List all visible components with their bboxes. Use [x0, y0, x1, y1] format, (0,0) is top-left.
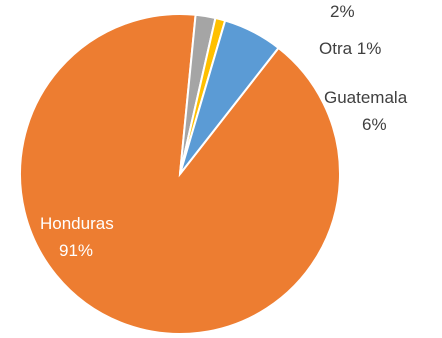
- slice-label-honduras-name: Honduras: [40, 214, 114, 233]
- slice-label-honduras: Honduras: [40, 214, 114, 233]
- pie-slices: [19, 13, 341, 335]
- slice-label-otra: Otra 1%: [319, 39, 381, 58]
- pie-slice-guatemala: [179, 19, 280, 175]
- slice-value-other-gray: 2%: [330, 2, 355, 21]
- slice-value-honduras: 91%: [59, 241, 93, 260]
- slice-value-otra: 1%: [357, 39, 382, 58]
- slice-label-guatemala: Guatemala: [324, 88, 408, 107]
- pie-labels: Honduras 91% Guatemala 6% Otra 1% 2%: [40, 2, 408, 260]
- slice-label-otra-name: Otra: [319, 39, 353, 58]
- slice-value-guatemala: 6%: [362, 115, 387, 134]
